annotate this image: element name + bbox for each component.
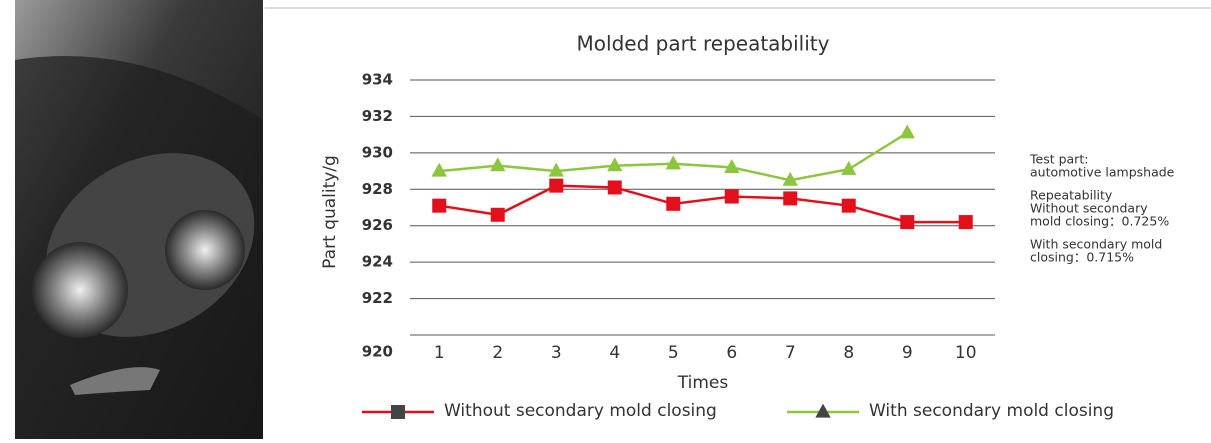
x-axis-label: Times — [677, 373, 729, 393]
x-tick-label: 2 — [492, 343, 503, 363]
x-tick-label: 10 — [955, 343, 977, 363]
data-point — [549, 179, 563, 193]
x-tick-label: 7 — [785, 343, 796, 363]
x-tick-label: 9 — [902, 343, 913, 363]
data-point — [900, 215, 914, 229]
note-text: automotive lampshade — [1030, 165, 1175, 180]
y-tick-label: 926 — [362, 216, 393, 234]
data-point — [666, 155, 681, 169]
y-tick-label: 924 — [362, 253, 393, 271]
data-point — [783, 191, 797, 205]
y-tick-label: 932 — [362, 107, 393, 125]
data-point — [959, 215, 973, 229]
data-point — [842, 199, 856, 213]
data-point — [432, 199, 446, 213]
chart-title: Molded part repeatability — [577, 32, 830, 56]
x-tick-label: 4 — [609, 343, 620, 363]
y-axis-label: Part quality/g — [320, 155, 340, 269]
legend-marker — [815, 404, 830, 418]
y-tick-label: 934 — [362, 71, 393, 89]
data-point — [900, 124, 915, 138]
x-tick-label: 8 — [843, 343, 854, 363]
x-tick-label: 6 — [726, 343, 737, 363]
car-photo — [12, 0, 288, 439]
data-point — [666, 197, 680, 211]
data-point — [608, 180, 622, 194]
data-point — [841, 161, 856, 175]
data-point — [490, 157, 505, 171]
y-tick-label: 928 — [362, 180, 393, 198]
page: Molded part repeatability Part quality/g… — [0, 0, 1211, 439]
note-text: closing：0.715% — [1030, 250, 1134, 265]
y-tick-label: 920 — [362, 343, 393, 361]
x-tick-label: 3 — [551, 343, 562, 363]
legend-label: Without secondary mold closing — [444, 401, 717, 421]
legend-marker — [391, 405, 405, 419]
data-point — [725, 190, 739, 204]
data-point — [491, 208, 505, 222]
series-line — [439, 186, 966, 222]
x-tick-label: 1 — [434, 343, 445, 363]
legend-label: With secondary mold closing — [869, 401, 1114, 421]
y-tick-label: 930 — [362, 143, 393, 161]
x-tick-label: 5 — [668, 343, 679, 363]
y-tick-label: 922 — [362, 289, 393, 307]
note-text: mold closing：0.725% — [1030, 214, 1169, 229]
